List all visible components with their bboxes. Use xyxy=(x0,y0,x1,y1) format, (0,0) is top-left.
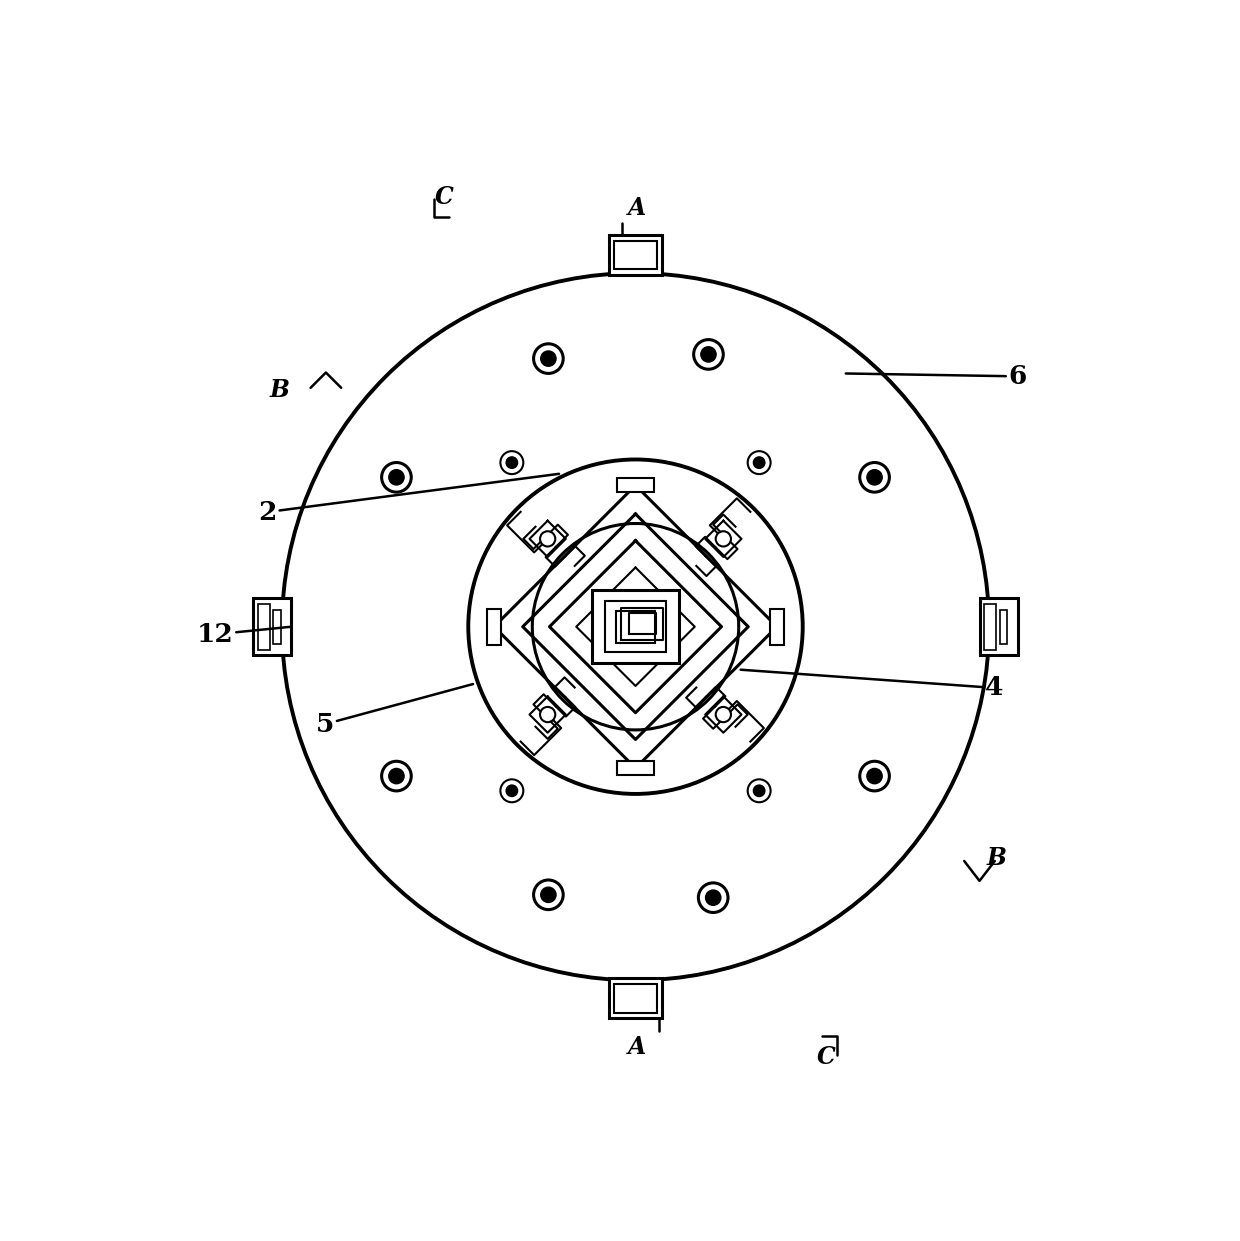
Circle shape xyxy=(748,779,770,802)
Circle shape xyxy=(698,882,728,912)
Circle shape xyxy=(389,469,404,485)
Bar xyxy=(999,609,1007,644)
Circle shape xyxy=(541,887,556,902)
Bar xyxy=(618,761,653,776)
Circle shape xyxy=(506,786,517,797)
Circle shape xyxy=(281,273,990,980)
Bar xyxy=(591,591,680,663)
Bar xyxy=(253,598,291,655)
Bar xyxy=(985,604,996,649)
Bar xyxy=(770,608,784,645)
Text: 12: 12 xyxy=(197,622,291,647)
Circle shape xyxy=(748,452,770,474)
Circle shape xyxy=(541,531,556,546)
Text: 6: 6 xyxy=(846,364,1027,388)
Circle shape xyxy=(382,463,412,493)
Circle shape xyxy=(389,768,404,784)
Text: B: B xyxy=(987,846,1007,870)
Text: B: B xyxy=(270,377,290,402)
Circle shape xyxy=(859,463,889,493)
Bar xyxy=(273,609,280,644)
Circle shape xyxy=(754,457,765,468)
Text: 5: 5 xyxy=(316,684,472,737)
Text: A: A xyxy=(629,1035,646,1059)
Text: C: C xyxy=(817,1045,836,1069)
Bar xyxy=(615,984,656,1013)
Bar xyxy=(609,235,662,276)
Circle shape xyxy=(754,786,765,797)
Circle shape xyxy=(541,351,556,366)
Circle shape xyxy=(541,707,556,722)
Text: C: C xyxy=(435,185,454,208)
Circle shape xyxy=(532,524,739,730)
Circle shape xyxy=(867,469,882,485)
Bar xyxy=(618,478,653,493)
Text: 2: 2 xyxy=(258,474,559,525)
Circle shape xyxy=(859,761,889,791)
Circle shape xyxy=(867,768,882,784)
Circle shape xyxy=(701,346,717,362)
Text: A: A xyxy=(629,196,646,220)
Circle shape xyxy=(706,890,720,906)
Circle shape xyxy=(469,459,802,794)
Circle shape xyxy=(533,344,563,374)
Bar xyxy=(258,604,269,649)
Circle shape xyxy=(382,761,412,791)
Circle shape xyxy=(501,779,523,802)
Circle shape xyxy=(506,457,517,468)
Bar xyxy=(980,598,1018,655)
Circle shape xyxy=(715,531,730,546)
Bar xyxy=(487,608,501,645)
Circle shape xyxy=(693,340,723,370)
Bar xyxy=(609,978,662,1019)
Circle shape xyxy=(715,707,730,722)
Bar xyxy=(616,611,655,643)
Bar xyxy=(615,241,656,269)
Circle shape xyxy=(501,452,523,474)
Bar xyxy=(605,602,666,652)
Circle shape xyxy=(533,880,563,910)
Text: 4: 4 xyxy=(740,670,1003,700)
